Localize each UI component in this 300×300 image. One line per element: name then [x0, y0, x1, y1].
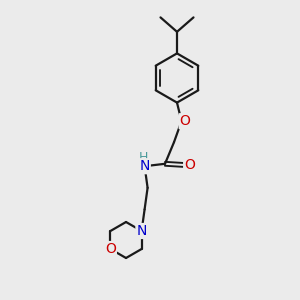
Text: H: H — [138, 151, 148, 164]
Text: N: N — [136, 224, 147, 238]
Text: O: O — [184, 158, 195, 172]
Text: N: N — [140, 159, 150, 173]
Text: O: O — [105, 242, 116, 256]
Text: O: O — [180, 114, 190, 128]
